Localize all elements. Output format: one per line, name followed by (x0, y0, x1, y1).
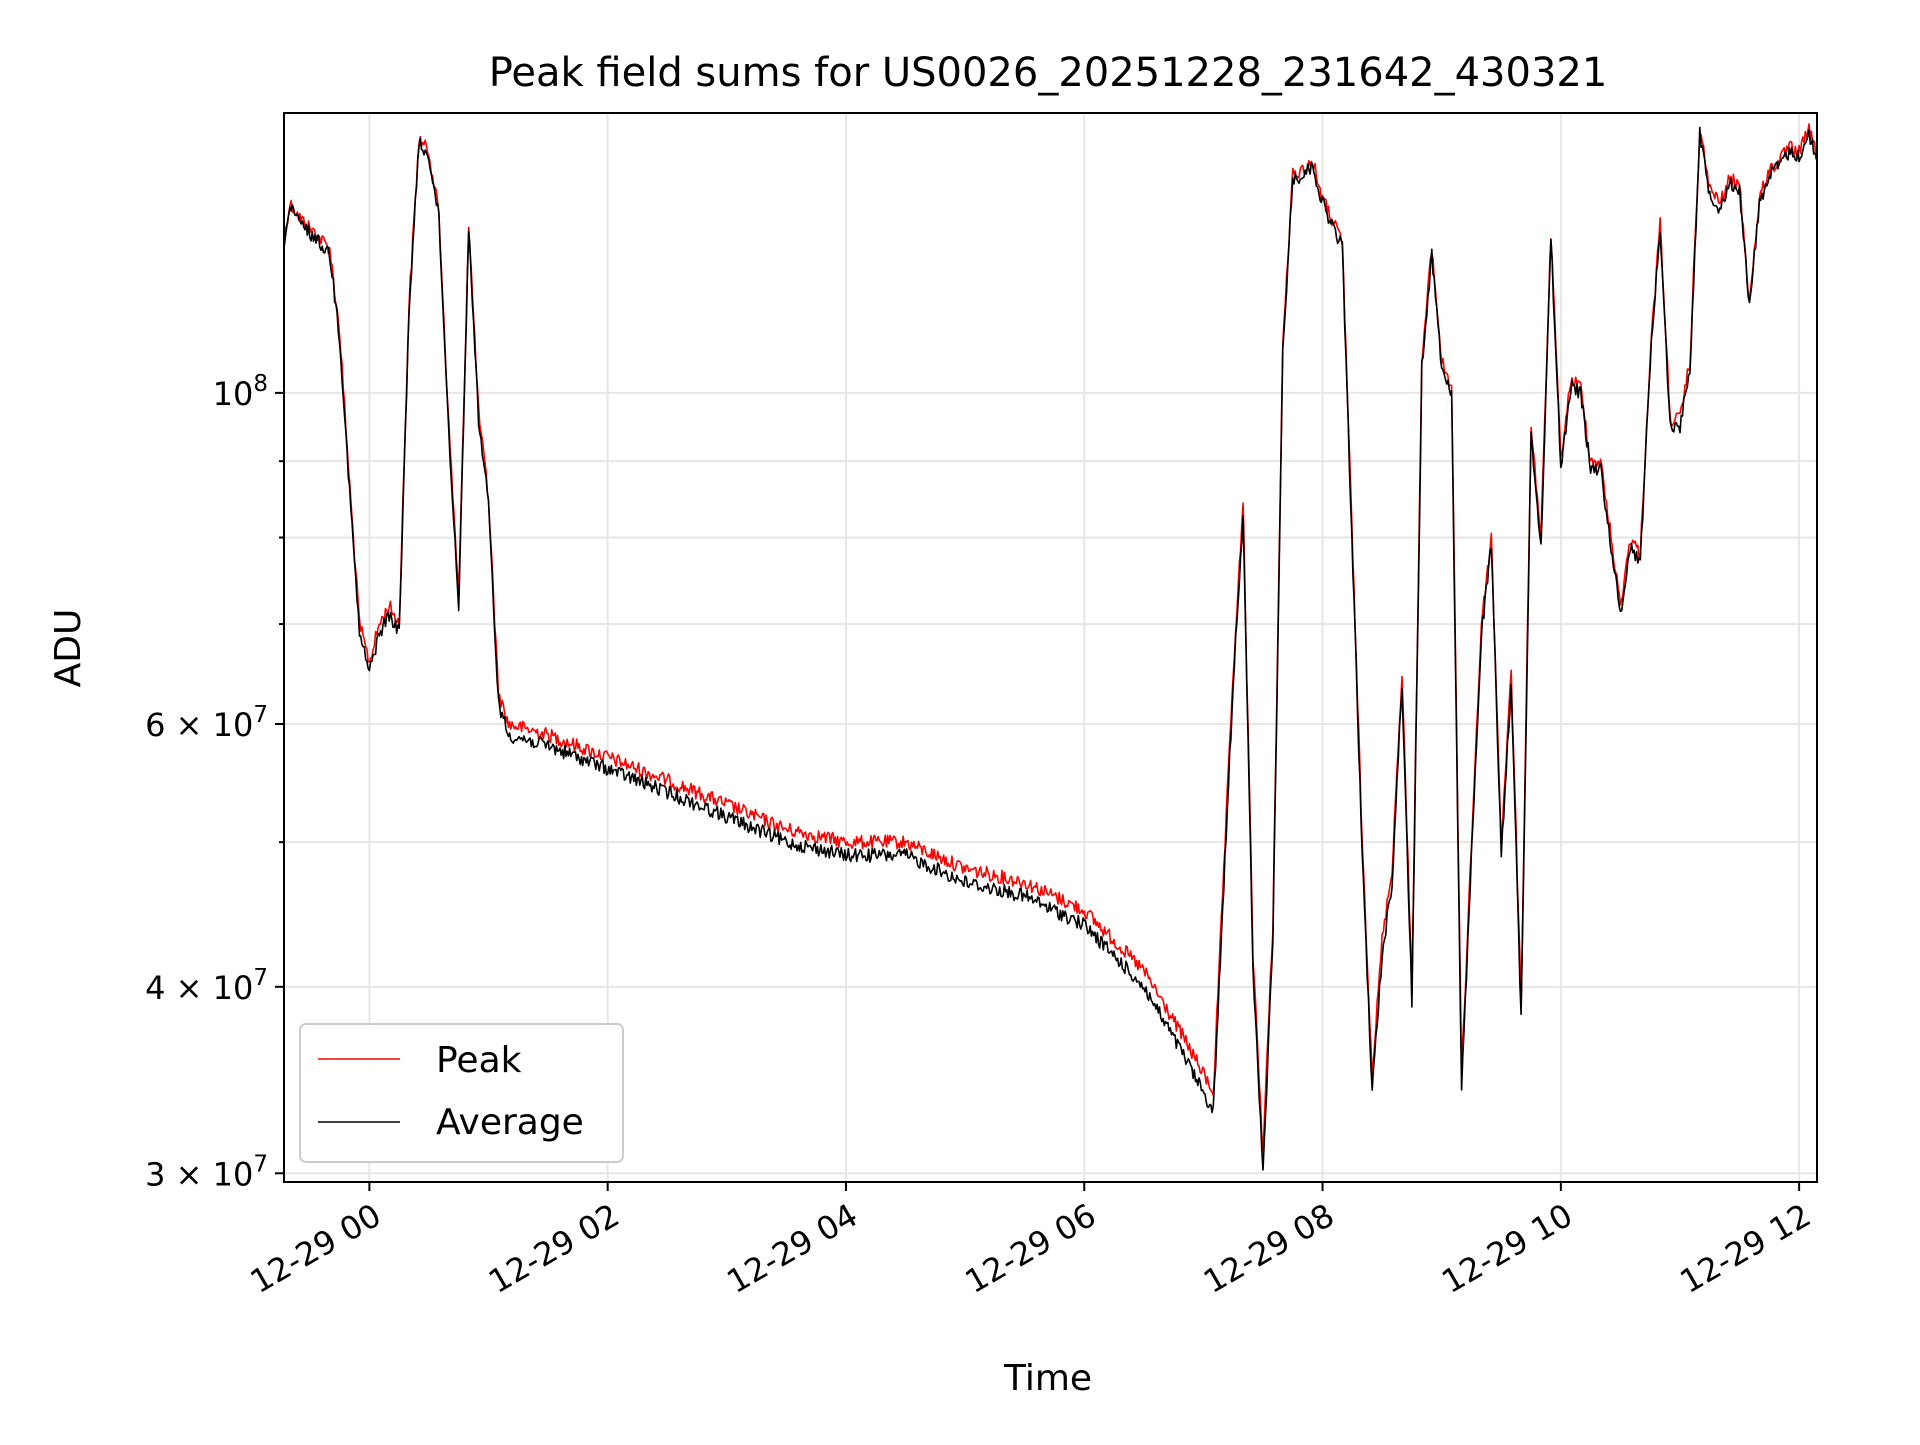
y-tick-label: 3 × 107 (145, 1151, 268, 1193)
x-axis-label: Time (1003, 1358, 1092, 1399)
y-tick-layer: 3 × 107 4 × 107 6 × 107 108 (145, 371, 284, 1193)
series-line-average (283, 126, 1818, 1171)
y-tick-label: 108 (213, 371, 268, 413)
grid-layer (284, 113, 1817, 1182)
legend: Peak Average (299, 1023, 624, 1163)
series-layer (283, 123, 1818, 1171)
legend-label-average: Average (436, 1102, 584, 1143)
y-tick-label: 6 × 107 (145, 702, 268, 744)
y-axis-label: ADU (48, 609, 89, 688)
y-tick-label: 4 × 107 (145, 965, 268, 1007)
chart-title: Peak field sums for US0026_20251228_2316… (489, 50, 1608, 96)
legend-label-peak: Peak (436, 1040, 522, 1081)
plot-frame (283, 112, 1818, 1183)
